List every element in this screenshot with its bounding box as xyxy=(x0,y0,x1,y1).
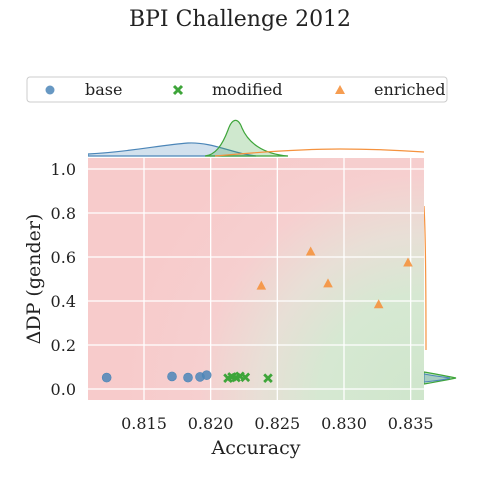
point-enriched xyxy=(323,278,333,288)
x-tick-label: 0.835 xyxy=(388,414,434,433)
point-base xyxy=(101,372,112,383)
point-base xyxy=(183,372,193,383)
density-top-enriched xyxy=(214,148,424,157)
x-tick-label: 0.815 xyxy=(121,414,167,433)
y-tick-label: 0.0 xyxy=(51,380,76,399)
top-marginal-density xyxy=(88,119,424,157)
legend-marker-enriched xyxy=(335,85,345,94)
legend-marker-base xyxy=(45,85,55,95)
legend-label-enriched: enriched xyxy=(374,80,446,99)
chart-title: BPI Challenge 2012 xyxy=(129,7,351,32)
y-tick-label: 1.0 xyxy=(51,160,76,179)
density-top-modified xyxy=(204,119,289,157)
point-modified xyxy=(263,373,273,384)
y-tick-label: 0.2 xyxy=(51,336,76,355)
point-modified xyxy=(240,372,251,383)
y-tick-labels: 0.0 0.2 0.4 0.6 0.8 1.0 xyxy=(51,160,76,399)
plot-background xyxy=(88,158,424,400)
data-points xyxy=(101,246,413,384)
y-tick-label: 0.6 xyxy=(51,248,76,267)
right-marginal-density xyxy=(423,205,457,385)
y-tick-label: 0.4 xyxy=(51,292,76,311)
legend-marker-modified xyxy=(172,84,184,96)
point-enriched xyxy=(256,280,267,290)
y-tick-label: 0.8 xyxy=(51,204,76,223)
legend-frame xyxy=(26,76,448,103)
density-right-enriched xyxy=(423,205,427,351)
legend-label-modified: modified xyxy=(212,80,283,99)
y-axis-label: ΔDP (gender) xyxy=(23,214,45,345)
density-right-base xyxy=(423,373,451,383)
point-enriched xyxy=(403,257,413,267)
x-tick-label: 0.820 xyxy=(188,414,234,433)
point-base xyxy=(167,371,177,382)
x-tick-label: 0.830 xyxy=(321,414,367,433)
point-enriched xyxy=(305,246,316,256)
legend: base modified enriched xyxy=(26,76,448,103)
point-enriched xyxy=(373,299,384,309)
point-base xyxy=(201,370,212,380)
x-axis-label: Accuracy xyxy=(210,437,300,459)
x-tick-label: 0.825 xyxy=(254,414,300,433)
x-tick-labels: 0.815 0.820 0.825 0.830 0.835 xyxy=(121,414,433,433)
grid xyxy=(88,158,424,400)
legend-label-base: base xyxy=(85,80,122,99)
